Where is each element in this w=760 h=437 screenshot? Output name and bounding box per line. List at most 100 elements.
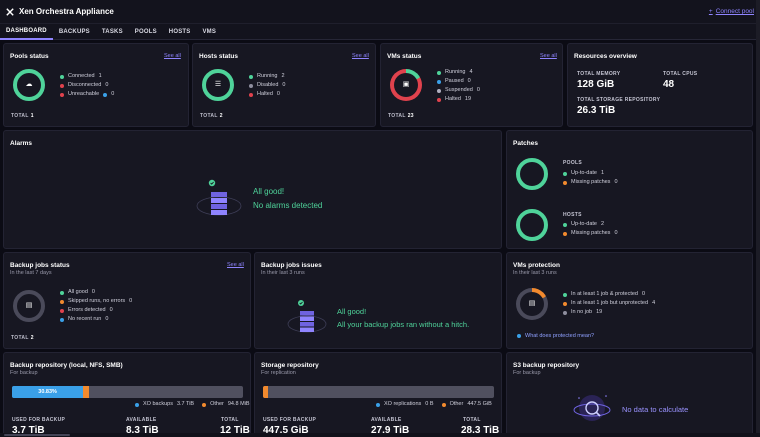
tab-dashboard[interactable]: DASHBOARD: [0, 24, 53, 40]
backup-repo-usage-bar: 30.83%: [12, 386, 243, 398]
info-dot-icon: [103, 92, 108, 97]
see-all-link[interactable]: See all: [227, 262, 244, 268]
card-title: Patches: [513, 140, 538, 147]
vm-protection-donut-hole: [520, 292, 544, 316]
legend-label: XO backups: [143, 401, 173, 407]
total-cpus-label: TOTAL CPUS: [663, 71, 698, 77]
card-subtitle: For replication: [261, 370, 296, 376]
legend-dot: [60, 74, 64, 79]
total-cpus-value: 48: [663, 79, 675, 90]
card-title: Resources overview: [574, 53, 637, 60]
horizontal-scrollbar[interactable]: [0, 433, 760, 437]
available-value: 8.3 TiB: [126, 425, 159, 436]
legend-label: Halted: [445, 96, 461, 102]
pools-donut: [13, 69, 45, 101]
see-all-link[interactable]: See all: [540, 53, 557, 59]
legend-label: Other: [210, 401, 224, 407]
hosts-total: TOTAL 2: [200, 113, 223, 119]
available-value: 27.9 TiB: [371, 425, 410, 436]
legend-dot: [563, 310, 567, 315]
alarms-all-good: All good!: [253, 187, 285, 196]
card-title: Backup jobs issues: [261, 262, 322, 269]
tab-tasks[interactable]: TASKS: [101, 29, 123, 35]
legend-label: Skipped runs, no errors: [68, 298, 126, 304]
legend-value: 0: [614, 230, 618, 236]
shield-icon: ▤: [528, 300, 536, 307]
backup-status-total: TOTAL 2: [11, 335, 34, 341]
legend-dot: [563, 171, 567, 176]
legend-label: Running: [445, 69, 466, 75]
total-label: TOTAL: [221, 417, 239, 423]
s3-repository-card: S3 backup repository For backup No data …: [506, 352, 753, 437]
legend-value: 0: [641, 291, 646, 297]
scrollbar-thumb[interactable]: [4, 434, 70, 436]
see-all-link[interactable]: See all: [352, 53, 369, 59]
total-value: 28.3 TiB: [461, 425, 500, 436]
legend-label: Missing patches: [571, 179, 611, 185]
pools-status-card: Pools status See all ☁ Connected 1 Discon…: [3, 43, 189, 127]
legend-label: No recent run: [68, 316, 102, 322]
legend-value: 1: [98, 73, 102, 79]
legend-value: 0: [91, 289, 95, 295]
hosts-patches-donut: [516, 209, 548, 241]
card-title: Pools status: [10, 53, 49, 60]
legend-label: Disabled: [257, 82, 279, 88]
legend-value: 0: [105, 316, 109, 322]
legend-value: 0: [476, 87, 480, 93]
legend-value: 0: [105, 82, 109, 88]
legend-label: Errors detected: [68, 307, 106, 313]
legend-label: In no job: [571, 309, 593, 315]
legend-dot: [437, 97, 441, 102]
card-subtitle: In the last 7 days: [10, 270, 52, 276]
legend-value: 0: [276, 91, 280, 97]
vms-legend: Running 4 Paused 0 Suspended 0 Halted 19: [437, 68, 480, 104]
legend-dot: [437, 70, 441, 75]
legend-dot: [441, 402, 446, 407]
total-value: 12 TiB: [220, 425, 250, 436]
hosts-patches-legend: Up-to-date 2 Missing patches 0: [563, 220, 618, 238]
hosts-status-card: Hosts status See all ☰ Running 2 Disabled…: [192, 43, 376, 127]
total-label: TOTAL: [463, 417, 481, 423]
pool-icon: ☁: [25, 81, 33, 88]
legend-value: 0: [129, 298, 133, 304]
legend-label: Halted: [257, 91, 273, 97]
backup-icon: ▤: [25, 302, 33, 309]
legend-label: All good: [68, 289, 88, 295]
backup-jobs-status-card: Backup jobs status In the last 7 days Se…: [3, 252, 251, 349]
card-subtitle: For backup: [513, 370, 541, 376]
legend-dot: [249, 83, 253, 88]
legend-dot: [249, 92, 253, 97]
legend-dot: [437, 79, 441, 84]
main-tabs: DASHBOARD BACKUPS TASKS POOLS HOSTS VMS: [0, 24, 760, 40]
legend-label: XO replications: [384, 401, 422, 407]
see-all-link[interactable]: See all: [164, 53, 181, 59]
pools-patches-legend: Up-to-date 1 Missing patches 0: [563, 169, 618, 187]
tab-hosts[interactable]: HOSTS: [168, 29, 191, 35]
total-memory-label: TOTAL MEMORY: [577, 71, 621, 77]
hosts-legend: Running 2 Disabled 0 Halted 0: [249, 72, 285, 99]
connect-pool-link[interactable]: + Connect pool: [709, 8, 754, 15]
patches-pools-label: POOLS: [563, 160, 583, 166]
storage-repo-legend: XO replications 0 B Other 447.5 GiB: [376, 400, 492, 409]
protected-help-link[interactable]: What does protected mean?: [517, 333, 594, 339]
tab-pools[interactable]: POOLS: [134, 29, 157, 35]
storage-repository-card: Storage repository For replication XO re…: [254, 352, 502, 437]
tab-backups[interactable]: BACKUPS: [58, 29, 90, 35]
card-subtitle: For backup: [10, 370, 38, 376]
legend-label: Disconnected: [68, 82, 102, 88]
server-stack-illustration-icon: [196, 179, 242, 216]
vm-protection-legend: In at least 1 job & protected 0 In at lea…: [563, 290, 655, 317]
patches-hosts-label: HOSTS: [563, 212, 582, 218]
legend-dot: [376, 402, 380, 407]
card-title: Alarms: [10, 140, 33, 147]
legend-label: Unreachable: [68, 91, 100, 97]
legend-dot: [60, 92, 64, 97]
card-title: VMs status: [387, 53, 422, 60]
legend-value: 2: [281, 73, 285, 79]
legend-label: In at least 1 job & protected: [571, 291, 638, 297]
tab-vms[interactable]: VMS: [202, 29, 217, 35]
backup-issues-all-good: All good!: [337, 307, 367, 316]
vms-donut-hole: [394, 73, 418, 97]
connect-pool-label: Connect pool: [715, 8, 754, 15]
used-value: 3.7 TiB: [12, 425, 45, 436]
